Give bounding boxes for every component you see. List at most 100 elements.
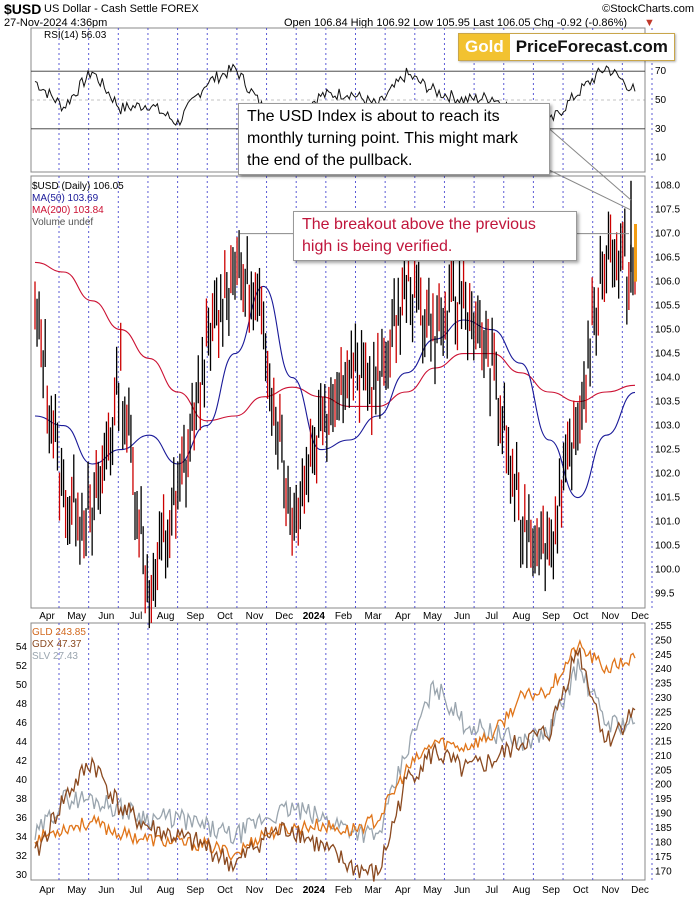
slv-line [34,658,636,845]
x-tick-label: May [67,611,86,622]
quote-line: Open 106.84 High 106.92 Low 105.95 Last … [284,17,628,29]
x-tick-label: Aug [513,611,531,622]
price-tick-label: 102.0 [655,469,680,480]
annotation-pointer [544,167,631,211]
x-tick-label: Feb [335,611,353,622]
price-tick-label: 101.0 [655,517,680,528]
x-tick-label: Oct [573,611,589,622]
x-tick-label: Nov [246,611,264,622]
legend-slv: SLV 27.43 [32,651,78,662]
rsi-tick-label: 10 [655,153,667,164]
x-tick-label: Nov [601,611,619,622]
chart-symbol: $USD [4,1,42,17]
x-tick-label: Aug [157,611,175,622]
x-tick-label: May [423,885,442,896]
metals-left-tick-label: 52 [16,661,28,672]
x-tick-label: Aug [157,885,175,896]
x-tick-label: Sep [542,611,560,622]
metals-left-tick-label: 40 [16,775,28,786]
metals-left-tick-label: 54 [16,642,28,653]
price-tick-label: 104.0 [655,373,680,384]
price-tick-label: 106.0 [655,277,680,288]
metals-right-tick-label: 175 [655,852,672,863]
axes-layer: Apr Apr May May Jun Jun Jul Jul Aug Aug Sep Sep Oct O… [16,37,681,896]
price-annotation: The breakout above the previous high is … [293,211,577,261]
x-tick-label: Nov [246,885,264,896]
metals-right-tick-label: 245 [655,650,672,661]
down-arrow-icon: ▼ [644,17,655,29]
x-tick-label: Feb [335,885,353,896]
x-tick-label: Jun [454,885,470,896]
last-candle [634,224,637,282]
x-tick-label: Aug [513,885,531,896]
price-tick-label: 104.5 [655,349,680,360]
x-tick-label: Nov [601,885,619,896]
x-tick-label: Jul [130,885,143,896]
logo-rest: PriceForecast.com [515,37,668,56]
price-tick-label: 100.5 [655,541,680,552]
x-tick-label: Jun [98,611,114,622]
price-tick-label: 103.0 [655,421,680,432]
metals-left-tick-label: 30 [16,870,28,881]
legend-volume: Volume undef [32,217,94,228]
x-tick-label: Sep [542,885,560,896]
low-panel-frame [30,622,646,881]
x-tick-label: Jul [130,611,143,622]
metals-right-tick-label: 240 [655,664,672,675]
metals-right-tick-label: 255 [655,621,672,632]
metals-right-tick-label: 180 [655,837,672,848]
x-tick-label: Apr [395,885,411,896]
rsi-annotation: The USD Index is about to reach its mont… [238,103,550,175]
price-tick-label: 108.0 [655,181,680,192]
metals-left-tick-label: 44 [16,737,28,748]
price-tick-label: 102.5 [655,445,680,456]
x-tick-label: Oct [217,885,233,896]
x-tick-label: Jul [485,611,498,622]
x-tick-label: Dec [631,885,649,896]
main-legend: $USD (Daily) 106.05 MA(50) 103.69 MA(200… [32,181,124,229]
price-tick-label: 103.5 [655,397,680,408]
metals-right-tick-label: 190 [655,809,672,820]
x-tick-label: Dec [275,885,293,896]
legend-gdx: GDX 47.37 [32,639,82,650]
x-tick-label: Dec [631,611,649,622]
rsi-tick-label: 50 [655,95,667,106]
legend-ma50: MA(50) 103.69 [32,193,99,204]
x-tick-label: Jul [485,885,498,896]
price-tick-label: 100.0 [655,565,680,576]
x-tick-label: May [67,885,86,896]
metals-right-tick-label: 250 [655,635,672,646]
x-tick-label: Dec [275,611,293,622]
price-tick-label: 99.5 [655,589,675,600]
metals-right-tick-label: 200 [655,780,672,791]
price-tick-label: 101.5 [655,493,680,504]
metals-right-tick-label: 220 [655,722,672,733]
legend-ma200: MA(200) 103.84 [32,205,104,216]
metals-left-tick-label: 42 [16,756,28,767]
x-tick-label: 2024 [303,611,326,622]
x-tick-label: May [423,611,442,622]
x-tick-label: Jun [98,885,114,896]
metals-right-tick-label: 215 [655,736,672,747]
metals-right-tick-label: 230 [655,693,672,704]
chart-date: 27-Nov-2024 4:36pm [4,17,108,29]
metals-left-tick-label: 34 [16,832,28,843]
metals-right-tick-label: 225 [655,708,672,719]
metals-right-tick-label: 205 [655,765,672,776]
x-tick-label: Apr [39,885,55,896]
metals-left-tick-label: 48 [16,699,28,710]
price-panel [34,111,637,629]
metals-left-tick-label: 38 [16,794,28,805]
legend-gld: GLD 243.85 [32,627,86,638]
price-tick-label: 106.5 [655,253,680,264]
metals-right-tick-label: 235 [655,679,672,690]
metals-left-tick-label: 50 [16,680,28,691]
x-tick-label: Mar [365,611,383,622]
site-logo[interactable]: Gold PriceForecast.com [458,33,675,61]
metals-left-tick-label: 46 [16,718,28,729]
rsi-legend: RSI(14) 56.03 [44,30,107,41]
metals-right-tick-label: 185 [655,823,672,834]
logo-gold: Gold [459,34,510,60]
ma50-line [34,285,636,499]
